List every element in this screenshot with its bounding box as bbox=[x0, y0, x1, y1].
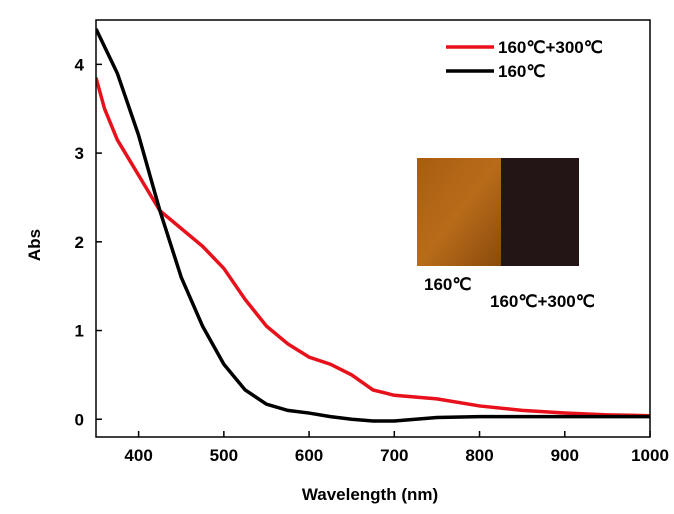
x-tick-label: 1000 bbox=[631, 446, 669, 465]
y-tick-label: 1 bbox=[75, 322, 84, 341]
x-tick-label: 900 bbox=[551, 446, 579, 465]
data-line bbox=[96, 77, 650, 418]
y-tick-label: 0 bbox=[75, 410, 84, 429]
inset-photo bbox=[417, 158, 501, 266]
x-tick-label: 700 bbox=[380, 446, 408, 465]
x-tick-label: 500 bbox=[210, 446, 238, 465]
y-tick-label: 4 bbox=[75, 55, 85, 74]
x-tick-label: 600 bbox=[295, 446, 323, 465]
x-tick-label: 800 bbox=[465, 446, 493, 465]
legend-label: 160℃+300℃ bbox=[498, 38, 603, 57]
inset-label: 160℃+300℃ bbox=[490, 292, 595, 311]
y-tick-label: 3 bbox=[75, 144, 84, 163]
legend-label: 160℃ bbox=[498, 62, 545, 81]
inset-photo bbox=[501, 158, 579, 266]
plot-frame bbox=[95, 19, 651, 438]
y-tick-label: 2 bbox=[75, 233, 84, 252]
x-axis-label: Wavelength (nm) bbox=[302, 485, 438, 504]
x-tick-label: 400 bbox=[124, 446, 152, 465]
y-axis-label: Abs bbox=[25, 229, 44, 261]
data-line bbox=[96, 28, 650, 423]
inset-label: 160℃ bbox=[424, 275, 471, 294]
